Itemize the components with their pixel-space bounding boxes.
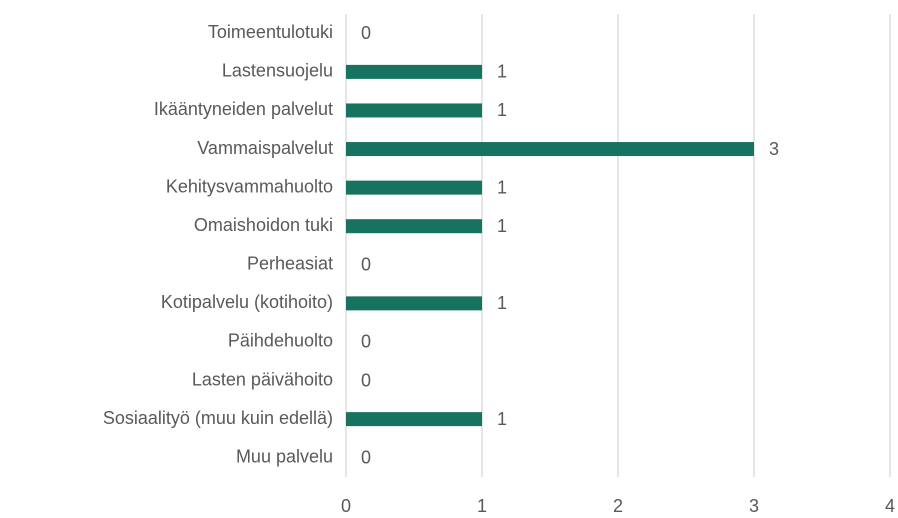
y-tick-label: Toimeentulotuki bbox=[208, 22, 333, 42]
y-tick-label: Muu palvelu bbox=[236, 446, 333, 466]
y-tick-label: Lasten päivähoito bbox=[192, 369, 333, 389]
y-tick-label: Kotipalvelu (kotihoito) bbox=[161, 292, 333, 312]
bar bbox=[346, 412, 482, 427]
data-label: 1 bbox=[497, 216, 507, 236]
x-tick-label: 4 bbox=[885, 496, 895, 516]
bar bbox=[346, 180, 482, 195]
y-tick-label: Kehitysvammahuolto bbox=[166, 176, 333, 196]
y-tick-label: Päihdehuolto bbox=[228, 331, 333, 351]
x-tick-label: 3 bbox=[749, 496, 759, 516]
data-label: 3 bbox=[769, 139, 779, 159]
data-label: 0 bbox=[361, 447, 371, 467]
data-label: 1 bbox=[497, 409, 507, 429]
x-tick-label: 0 bbox=[341, 496, 351, 516]
bar bbox=[346, 64, 482, 79]
data-label: 0 bbox=[361, 332, 371, 352]
y-tick-label: Sosiaalityö (muu kuin edellä) bbox=[103, 408, 333, 428]
y-tick-label: Vammaispalvelut bbox=[197, 138, 333, 158]
bar bbox=[346, 296, 482, 311]
y-tick-label: Omaishoidon tuki bbox=[194, 215, 333, 235]
data-label: 0 bbox=[361, 255, 371, 275]
bar bbox=[346, 142, 754, 157]
y-tick-label: Ikääntyneiden palvelut bbox=[154, 99, 333, 119]
data-label: 0 bbox=[361, 23, 371, 43]
x-tick-label: 2 bbox=[613, 496, 623, 516]
data-label: 1 bbox=[497, 293, 507, 313]
data-label: 1 bbox=[497, 177, 507, 197]
x-tick-label: 1 bbox=[477, 496, 487, 516]
y-tick-label: Lastensuojelu bbox=[222, 61, 333, 81]
data-label: 1 bbox=[497, 100, 507, 120]
y-tick-label: Perheasiat bbox=[247, 254, 333, 274]
bar bbox=[346, 219, 482, 234]
data-label: 0 bbox=[361, 370, 371, 390]
bar bbox=[346, 103, 482, 118]
data-label: 1 bbox=[497, 62, 507, 82]
